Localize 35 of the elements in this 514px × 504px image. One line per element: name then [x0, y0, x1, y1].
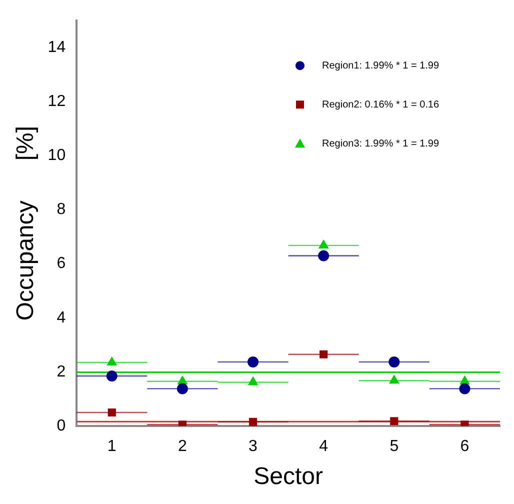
y-axis-title: Occupancy [%] [12, 126, 40, 321]
point [108, 408, 116, 417]
point [248, 356, 259, 368]
point [460, 376, 470, 384]
x-tick-label: 4 [319, 438, 328, 456]
y-tick-label: 14 [48, 39, 66, 56]
y-tick-label: 2 [56, 363, 66, 380]
point [318, 240, 328, 248]
point [248, 418, 258, 426]
point [390, 417, 398, 426]
point [248, 376, 258, 386]
point [178, 376, 188, 384]
point [107, 356, 117, 366]
x-tick-label: 6 [460, 438, 470, 456]
point [459, 383, 470, 394]
legend-label: Region1: 1.99% * 1 = 1.99 [322, 60, 440, 72]
y-tick-label: 4 [56, 309, 66, 326]
legend-label: Region2: 0.16% * 1 = 0.16 [322, 99, 440, 110]
y-tick-label: 8 [56, 201, 66, 218]
point [389, 375, 399, 384]
x-tick-label: 3 [248, 438, 258, 456]
point [106, 370, 118, 382]
point [318, 250, 330, 262]
y-tick-label: 6 [56, 255, 66, 272]
x-tick-label: 1 [107, 438, 116, 456]
x-tick-label: 5 [390, 438, 399, 456]
x-tick-label: 2 [178, 438, 187, 456]
point [176, 383, 188, 394]
y-tick-label: 12 [48, 93, 66, 110]
point [388, 356, 400, 368]
legend-label: Region3: 1.99% * 1 = 1.99 [322, 138, 440, 150]
point [320, 350, 328, 358]
y-tick-label: 0 [56, 417, 66, 434]
x-axis-title: Sector [254, 463, 323, 490]
y-tick-label: 10 [48, 147, 66, 164]
